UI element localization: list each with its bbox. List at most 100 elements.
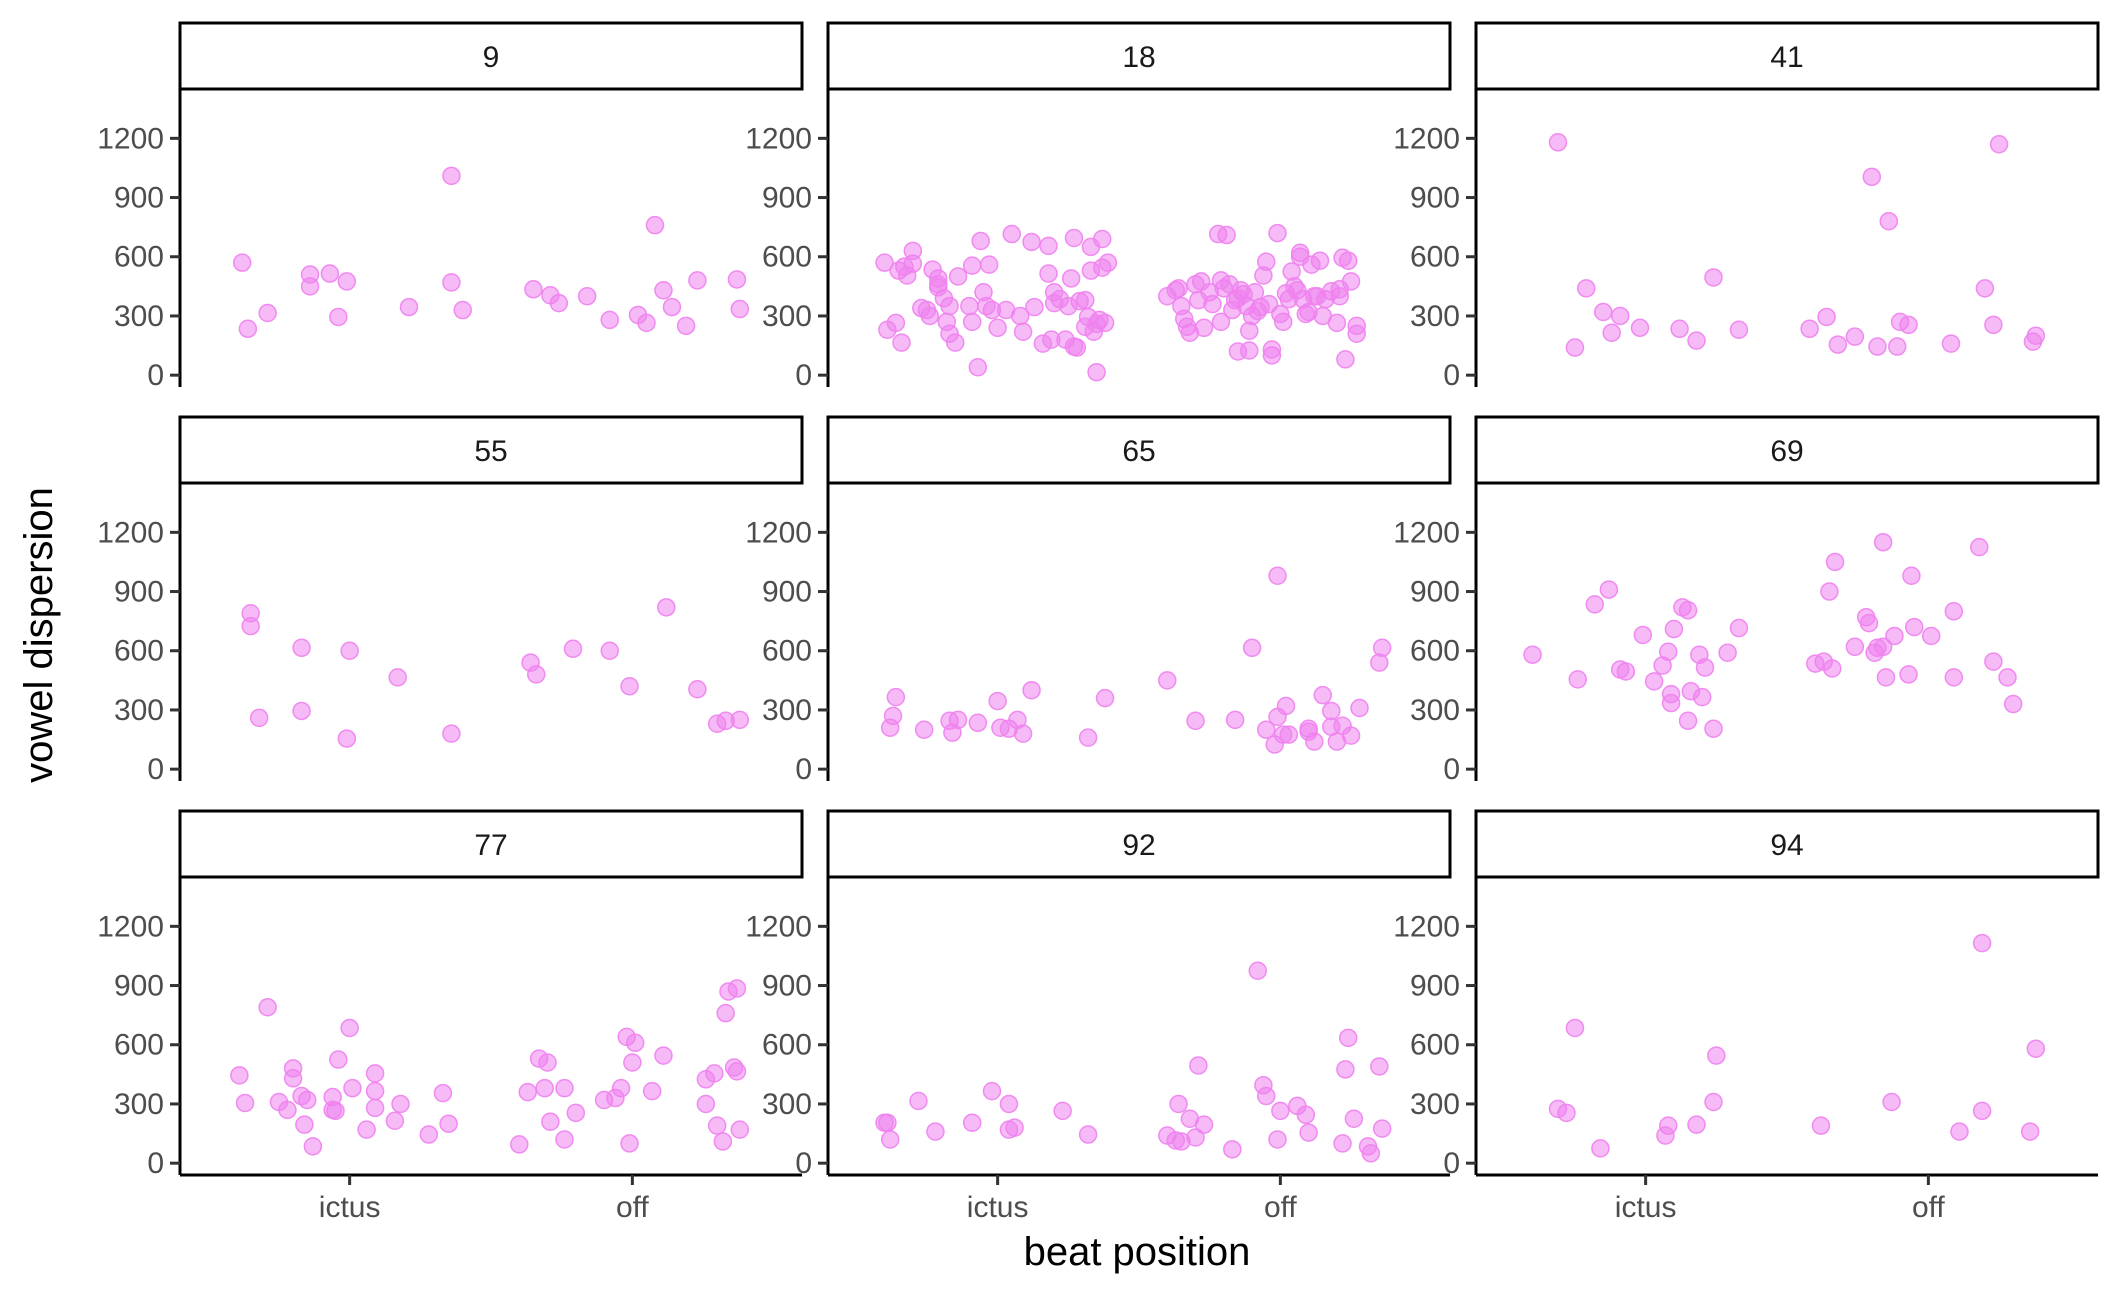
data-point	[1585, 595, 1604, 614]
data-point	[962, 256, 982, 275]
data-point	[1189, 1056, 1208, 1075]
y-tick-label: 900	[1410, 576, 1460, 609]
y-tick-label: 600	[1410, 1029, 1460, 1062]
data-point	[577, 286, 597, 306]
data-point	[1322, 701, 1341, 721]
data-point	[1661, 693, 1681, 713]
data-point	[1845, 327, 1865, 346]
data-point	[292, 638, 311, 658]
data-point	[1944, 602, 1964, 621]
data-point	[442, 724, 461, 743]
data-point	[920, 306, 940, 326]
data-point	[329, 307, 348, 327]
data-point	[883, 706, 903, 726]
y-tick-label: 600	[762, 1029, 812, 1062]
data-point	[1599, 580, 1619, 599]
data-point	[1568, 670, 1588, 689]
data-point	[1882, 1092, 1901, 1112]
data-point	[1659, 1116, 1678, 1135]
data-point	[518, 1082, 538, 1102]
data-point	[1548, 133, 1568, 152]
data-point	[1704, 719, 1723, 738]
data-point	[419, 1125, 439, 1144]
facet-strip-label: 41	[1770, 41, 1803, 74]
y-tick-label: 1200	[745, 122, 812, 155]
facet-points	[875, 223, 1366, 382]
data-point	[1664, 619, 1684, 639]
data-point	[968, 358, 988, 377]
data-point	[1333, 1134, 1352, 1153]
data-point	[563, 639, 583, 659]
data-point	[1095, 313, 1115, 333]
x-axis-title: beat position	[1024, 1230, 1251, 1274]
facet-panel-41: 41 0 300 600 900 1200	[1393, 21, 2100, 392]
data-point	[1372, 638, 1392, 658]
data-point	[1061, 269, 1081, 288]
data-point	[1678, 601, 1698, 620]
data-point	[1593, 302, 1613, 322]
data-point	[1076, 290, 1095, 310]
y-tick-label: 600	[1410, 241, 1460, 274]
panels-layer: 9 0 300 600 900 1200 18 0 300 600 900 1200 41 0 300 600…	[97, 21, 2100, 1224]
data-point	[1817, 307, 1836, 327]
data-point	[1944, 668, 1964, 687]
data-point	[1950, 1122, 1969, 1141]
facet-strip-label: 65	[1122, 435, 1155, 468]
data-point	[1899, 665, 1918, 684]
data-point	[2003, 694, 2023, 714]
data-point	[1002, 224, 1022, 244]
x-tick-label: ictus	[1615, 1191, 1677, 1224]
y-tick-label: 900	[114, 970, 164, 1003]
data-point	[688, 271, 707, 290]
data-point	[1876, 668, 1896, 687]
y-tick-label: 1200	[97, 910, 164, 943]
data-point	[1013, 724, 1033, 743]
data-point	[1256, 1086, 1276, 1106]
data-point	[1223, 1140, 1242, 1159]
data-point	[645, 215, 665, 235]
data-point	[241, 616, 260, 636]
y-tick-label: 900	[762, 576, 812, 609]
data-point	[300, 277, 320, 296]
facet-panel-69: 69 0 300 600 900 1200	[1393, 415, 2100, 786]
data-point	[1800, 319, 1819, 339]
data-point	[1687, 331, 1706, 350]
data-point	[1313, 685, 1333, 705]
y-tick-label: 0	[147, 359, 164, 392]
data-point	[1256, 252, 1276, 271]
data-point	[1327, 313, 1347, 333]
data-point	[320, 264, 340, 283]
data-point	[1217, 225, 1236, 245]
y-tick-label: 0	[1443, 753, 1460, 786]
facet-panel-9: 9 0 300 600 900 1200	[97, 21, 804, 392]
data-point	[1158, 671, 1177, 690]
data-point	[1022, 232, 1041, 252]
data-point	[1879, 211, 1899, 231]
facet-strip	[178, 809, 804, 879]
y-tick-label: 1200	[97, 122, 164, 155]
data-point	[1602, 323, 1621, 342]
y-tick-label: 1200	[745, 910, 812, 943]
data-point	[1941, 334, 1961, 353]
data-point	[1064, 228, 1084, 248]
y-tick-label: 900	[762, 182, 812, 215]
data-point	[642, 1081, 662, 1101]
facet-points	[880, 566, 1392, 754]
data-point	[230, 1066, 249, 1085]
y-tick-label: 300	[762, 300, 812, 333]
data-point	[1565, 338, 1585, 357]
data-point	[439, 1114, 458, 1133]
data-point	[283, 1069, 303, 1088]
data-point	[1053, 1101, 1072, 1121]
data-point	[1310, 251, 1330, 270]
y-tick-label: 900	[114, 576, 164, 609]
y-tick-label: 300	[1410, 300, 1460, 333]
data-point	[1970, 537, 1989, 557]
data-point	[909, 1091, 928, 1111]
data-point	[940, 296, 959, 316]
data-point	[1828, 335, 1848, 354]
data-point	[1904, 617, 1924, 637]
data-point	[1820, 582, 1839, 601]
facet-panel-18: 18 0 300 600 900 1200	[745, 21, 1452, 392]
data-point	[1862, 167, 1882, 187]
